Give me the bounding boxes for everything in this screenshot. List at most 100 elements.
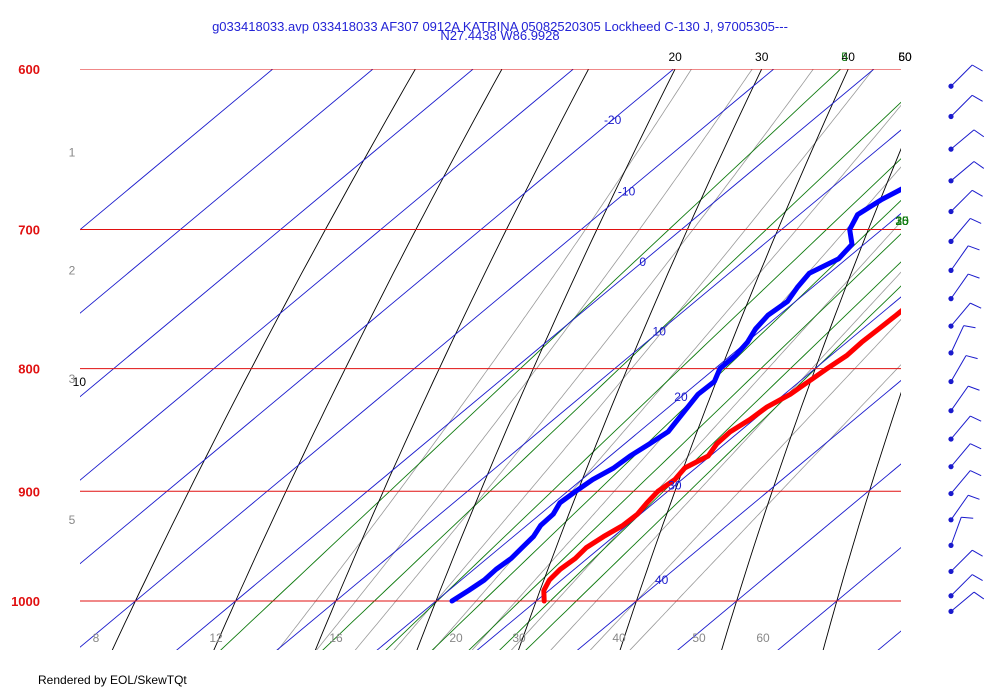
mixing-ratio-label: 10 — [895, 214, 909, 228]
pressure-label: 900 — [18, 484, 40, 499]
isotherm-label: 10 — [653, 325, 667, 339]
wind-barb — [948, 161, 985, 184]
moist-adiabat-line — [550, 271, 901, 650]
mixing-ratio-label: 20 — [895, 214, 909, 228]
isotherm-label: -10 — [618, 185, 636, 199]
mixing-ratio-label: 35 — [895, 214, 909, 228]
mixing-ratio-label: 25 — [895, 214, 909, 228]
isotherm-line — [476, 296, 901, 650]
isotherm-line — [276, 129, 901, 650]
dry-adiabats — [111, 52, 1000, 682]
wind-barb — [948, 470, 982, 497]
isobars — [80, 69, 901, 602]
dry-adiabat-line — [619, 69, 849, 650]
wind-barb — [948, 94, 983, 120]
pressure-label: 800 — [18, 362, 40, 377]
dry-adiabat-line — [917, 52, 1000, 682]
dry-adiabat-line — [721, 147, 901, 650]
isotherms — [80, 69, 901, 650]
mixing-ratio-line — [468, 233, 901, 650]
moist-adiabat-line — [354, 69, 814, 650]
wind-barb — [948, 129, 985, 152]
dry-adiabat-label: 20 — [668, 50, 682, 64]
isotherm-line — [80, 69, 474, 398]
dry-adiabat-line — [111, 69, 416, 650]
altitude-label: 1 — [69, 145, 76, 159]
dry-adiabat-label: 10 — [73, 375, 87, 389]
temperature-tick-label: 60 — [756, 631, 770, 645]
isotherm-line — [877, 630, 901, 650]
sounding-traces — [449, 186, 901, 604]
moist-adiabat-line — [277, 69, 692, 650]
pressure-label: 700 — [18, 223, 40, 238]
mixing-ratio-label: 15 — [895, 214, 909, 228]
temperature-tick-label: 30 — [512, 631, 526, 645]
moist-adiabat-line — [432, 104, 901, 650]
wind-barb — [948, 591, 985, 614]
mixing-ratio-line — [385, 158, 901, 650]
temperature-tick-label: 40 — [612, 631, 626, 645]
mixing-ratio-line — [431, 199, 901, 650]
dry-adiabat-label: 40 — [842, 50, 856, 64]
isotherm-label: 0 — [639, 255, 646, 269]
isotherm-line — [376, 212, 901, 650]
chart-subtitle: N27.4438 W86.9928 — [440, 28, 559, 43]
wind-barb — [948, 355, 978, 385]
dry-adiabat-line — [822, 391, 901, 650]
wind-barb — [948, 302, 982, 329]
isotherm-line — [80, 69, 775, 648]
moist-adiabat-line — [510, 221, 901, 650]
dry-adiabat-label: 30 — [755, 50, 769, 64]
wind-barb — [948, 385, 980, 414]
pressure-label: 1000 — [11, 594, 40, 609]
temperature-tick-label: 20 — [449, 631, 463, 645]
isotherm-label: 40 — [655, 573, 669, 587]
mixing-ratio-label: 5 — [841, 50, 848, 64]
isotherm-line — [576, 379, 901, 650]
dry-adiabat-line — [314, 69, 590, 650]
wind-barb — [948, 273, 980, 302]
wind-barb — [948, 574, 983, 599]
mixing-ratio-label: 30 — [895, 214, 909, 228]
mixing-ratio-line — [499, 261, 901, 650]
wind-barb — [948, 325, 976, 356]
temperature-tick-label: 16 — [329, 631, 343, 645]
isotherm-label: 20 — [674, 390, 688, 404]
plot-area — [80, 52, 1000, 682]
dry-adiabat-line — [416, 69, 676, 650]
chart-title: g033418033.avp 033418033 AF307 0912A KAT… — [212, 19, 788, 34]
mixing-ratio-line — [525, 285, 901, 650]
wind-barb — [948, 549, 983, 575]
isotherm-line — [80, 69, 575, 481]
dry-adiabat-line — [518, 69, 763, 650]
wind-barbs — [948, 64, 985, 614]
mixing-ratio-line — [220, 69, 842, 650]
dewpoint-trace — [449, 186, 901, 604]
isotherm-line — [80, 69, 675, 565]
isotherm-label: 30 — [668, 478, 682, 492]
altitude-label: 3 — [69, 372, 76, 386]
altitude-label: 2 — [69, 263, 76, 277]
temperature-tick-label: 50 — [692, 631, 706, 645]
temperature-tick-label: 8 — [93, 631, 100, 645]
dry-adiabat-line — [213, 69, 503, 650]
wind-barb — [948, 217, 982, 244]
isotherm-line — [677, 463, 901, 650]
pressure-label: 600 — [18, 62, 40, 77]
moist-adiabat-line — [589, 318, 901, 650]
isotherm-line — [777, 546, 901, 650]
moist-adiabat-line — [316, 69, 753, 650]
wind-barb — [948, 189, 983, 215]
altitude-label: 5 — [69, 513, 76, 527]
moist-adiabat-line — [393, 69, 874, 650]
isotherm-label: -20 — [604, 113, 622, 127]
wind-barb — [948, 64, 983, 89]
isotherm-line — [80, 69, 274, 231]
dry-adiabat-label: 60 — [898, 50, 912, 64]
moist-adiabats — [277, 69, 901, 650]
isotherm-line — [80, 69, 374, 314]
mixing-ratio-lines — [220, 69, 901, 650]
dry-adiabat-label: 50 — [898, 50, 912, 64]
